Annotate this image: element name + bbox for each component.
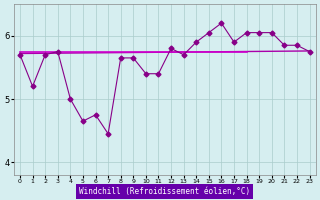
X-axis label: Windchill (Refroidissement éolien,°C): Windchill (Refroidissement éolien,°C) — [79, 187, 250, 196]
